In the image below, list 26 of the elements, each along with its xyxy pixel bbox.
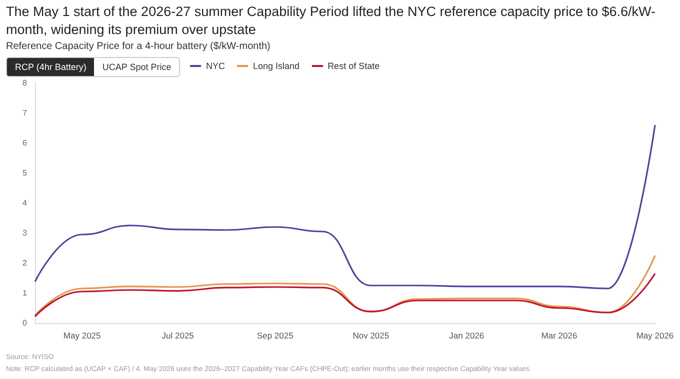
chart-subtitle: Reference Capacity Price for a 4-hour battery ($/kW-month) xyxy=(6,41,270,52)
legend-label: Long Island xyxy=(252,61,300,71)
x-tick-label: Jan 2026 xyxy=(449,330,484,340)
y-tick-label: 7 xyxy=(22,108,28,118)
y-tick-label: 1 xyxy=(22,288,28,298)
y-tick-label: 5 xyxy=(22,168,28,178)
x-tick-label: Nov 2025 xyxy=(352,330,390,340)
x-tick-label: Mar 2026 xyxy=(541,330,578,340)
x-tick-label: Sep 2025 xyxy=(256,330,294,340)
text: UCAP Spot Price xyxy=(101,61,172,74)
x-tick-label: Jul 2025 xyxy=(162,330,194,340)
chart-title: The May 1 start of the 2026-27 summer Capability Period lifted the NYC reference capacity price to $6.6/kW-month, widening its premium over upstate xyxy=(6,3,657,39)
text: RCP (4hr Battery) xyxy=(7,58,94,76)
y-tick-label: 8 xyxy=(22,78,28,88)
y-tick-label: 6 xyxy=(22,138,28,148)
y-tick-label: 3 xyxy=(22,228,28,238)
line-series xyxy=(34,272,656,318)
legend-label: NYC xyxy=(205,61,226,71)
x-tick-label: May 2025 xyxy=(63,330,102,340)
y-tick-label: 0 xyxy=(22,318,28,328)
y-tick-label: 2 xyxy=(22,258,28,268)
line-series xyxy=(34,254,656,316)
legend-label: Rest of State xyxy=(326,61,380,71)
y-tick-label: 4 xyxy=(22,198,28,208)
line-series xyxy=(34,124,656,290)
x-tick-label: May 2026 xyxy=(636,330,674,340)
